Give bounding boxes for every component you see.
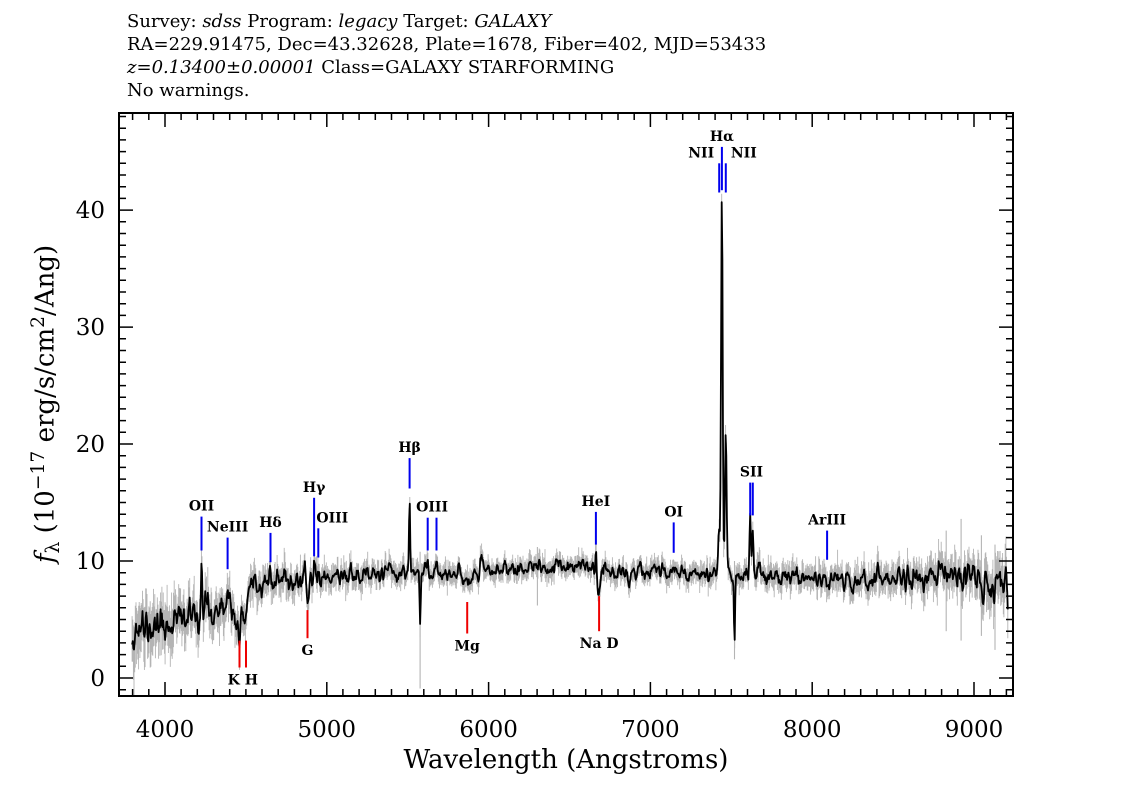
- line-annotation: Mg: [455, 602, 480, 655]
- line-annotation-label: G: [302, 643, 314, 659]
- line-annotation: HeI: [582, 494, 611, 545]
- line-annotation: OI: [664, 504, 683, 553]
- plot-frame: [118, 112, 1014, 697]
- line-annotation-label: OI: [664, 504, 683, 520]
- header-text-segment: legacy: [338, 11, 398, 32]
- line-annotation-label: NII: [688, 145, 714, 161]
- line-annotation: OII: [189, 499, 214, 551]
- line-annotation-label: OIII: [416, 500, 448, 516]
- header-text-segment: Target:: [397, 11, 475, 32]
- y-tick-label: 0: [90, 666, 105, 692]
- line-annotation: NII: [688, 145, 721, 193]
- header-text-segment: Class=GALAXY STARFORMING: [315, 57, 615, 78]
- header-text-segment: Program:: [241, 11, 339, 32]
- x-tick-label: 7000: [621, 717, 680, 743]
- line-annotation-label: SII: [740, 465, 763, 481]
- x-tick-label: 8000: [783, 717, 842, 743]
- x-tick-label: 5000: [298, 717, 357, 743]
- x-tick-label: 9000: [945, 717, 1004, 743]
- spectrum-line: [131, 201, 1009, 651]
- line-annotation: G: [302, 610, 314, 659]
- y-tick-label: 10: [76, 549, 105, 575]
- line-annotation: NII: [724, 145, 757, 193]
- y-tick-labels: 0 10 20 30 40: [76, 198, 105, 692]
- line-annotation-label: Hα: [710, 129, 734, 145]
- line-annotation: OIII: [316, 510, 348, 558]
- header-line-redshift: z=0.13400±0.00001 Class=GALAXY STARFORMI…: [127, 56, 766, 79]
- header-text-segment: Survey:: [127, 11, 203, 32]
- header-line-warnings: No warnings.: [127, 80, 250, 101]
- line-annotation: SII: [740, 465, 763, 516]
- axis-ticks: [119, 113, 1013, 696]
- header-text-segment: sdss: [202, 11, 242, 32]
- line-annotation-label: NII: [731, 145, 757, 161]
- sky-noise-spikes: [419, 518, 996, 689]
- line-annotation: Na D: [580, 596, 619, 652]
- line-annotation: Hβ: [398, 440, 421, 489]
- line-annotation: K H: [228, 640, 258, 689]
- line-annotation-label: OII: [189, 499, 214, 515]
- line-annotation-label: Hβ: [398, 440, 421, 456]
- line-annotation-label: Mg: [455, 639, 480, 655]
- header-text-segment: z=0.13400±0.00001: [127, 57, 316, 78]
- line-annotation: Hα: [710, 129, 734, 191]
- line-annotation-label: NeIII: [207, 520, 248, 536]
- x-tick-label: 6000: [459, 717, 518, 743]
- x-axis-title: Wavelength (Angstroms): [404, 745, 729, 775]
- x-tick-label: 4000: [136, 717, 195, 743]
- line-annotation-label: Na D: [580, 636, 619, 652]
- line-annotation-label: Hδ: [259, 515, 282, 531]
- y-tick-label: 30: [76, 315, 105, 341]
- spectrum-header: Survey: sdss Program: legacy Target: GAL…: [127, 10, 766, 102]
- line-annotation: ArIII: [807, 513, 846, 560]
- line-annotation-label: OIII: [316, 510, 348, 526]
- line-annotation-label: HeI: [582, 494, 611, 510]
- line-annotation-label: K H: [228, 673, 258, 689]
- error-band: [131, 193, 1009, 695]
- y-tick-label: 20: [76, 432, 105, 458]
- line-annotation: Hγ: [303, 480, 326, 557]
- header-line-survey: Survey: sdss Program: legacy Target: GAL…: [127, 10, 766, 33]
- line-annotation: OIII: [416, 500, 448, 551]
- line-annotation-label: Hγ: [303, 480, 326, 496]
- header-line-coords: RA=229.91475, Dec=43.32628, Plate=1678, …: [127, 34, 767, 55]
- line-annotation: NeIII: [207, 520, 248, 570]
- line-annotation: Hδ: [259, 515, 282, 563]
- line-annotation-label: ArIII: [807, 513, 846, 529]
- header-text-segment: GALAXY: [474, 11, 552, 32]
- y-tick-label: 40: [76, 198, 105, 224]
- x-tick-labels: 4000 5000 6000 7000 8000 9000: [136, 717, 1004, 743]
